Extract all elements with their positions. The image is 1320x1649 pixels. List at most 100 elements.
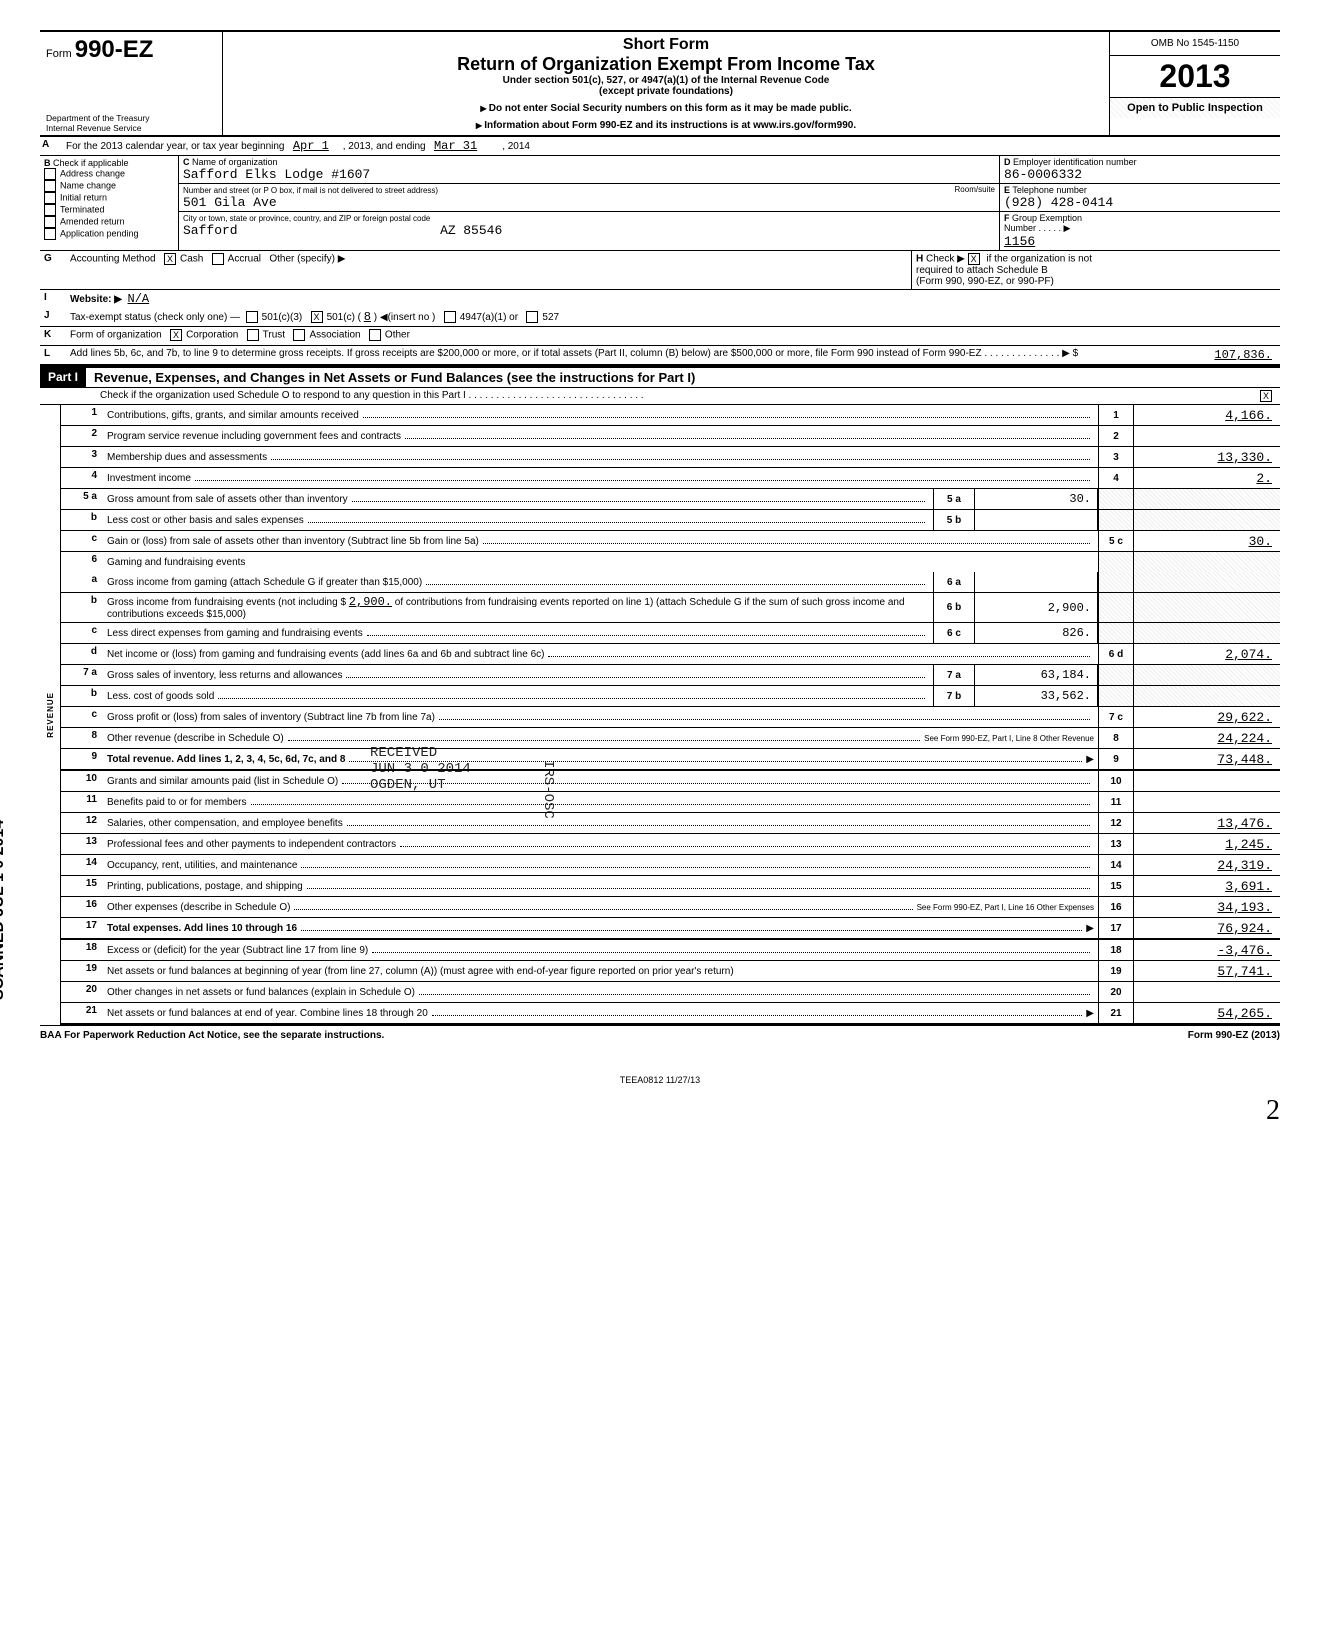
line-7b-endvalshade <box>1133 686 1280 706</box>
line-k-label: K <box>40 327 66 345</box>
scanned-stamp: SCANNED JUL 1 0 2014 <box>0 820 8 1000</box>
gross-receipts: 107,836. <box>1134 346 1280 364</box>
line-7c-num: c <box>61 707 103 727</box>
title-short-form: Short Form <box>231 36 1101 54</box>
line-1-value: 4,166. <box>1133 405 1280 425</box>
chk-address-change[interactable] <box>44 168 56 180</box>
line-10-desc: Grants and similar amounts paid (list in… <box>107 776 338 787</box>
line-9-num: 9 <box>61 749 103 769</box>
header-right: OMB No 1545-1150 2013 Open to Public Ins… <box>1109 32 1280 135</box>
chk-terminated[interactable] <box>44 204 56 216</box>
chk-4947[interactable] <box>444 311 456 323</box>
line-2-value <box>1133 426 1280 446</box>
chk-schedule-b[interactable]: X <box>968 253 980 265</box>
line-9-value: 73,448. <box>1133 749 1280 769</box>
line-10-num: 10 <box>61 771 103 791</box>
line-15: 15 Printing, publications, postage, and … <box>61 876 1280 897</box>
note-ssn: Do not enter Social Security numbers on … <box>231 103 1101 114</box>
line-14: 14 Occupancy, rent, utilities, and maint… <box>61 855 1280 876</box>
line-20-num: 20 <box>61 982 103 1002</box>
line-5a-midval: 30. <box>975 489 1098 509</box>
line-11-value <box>1133 792 1280 812</box>
boxes-d-e-f: D Employer identification number 86-0006… <box>1000 156 1280 250</box>
line-7c-value: 29,622. <box>1133 707 1280 727</box>
line-6-endvalshade <box>1133 552 1280 572</box>
line-19-num: 19 <box>61 961 103 981</box>
line-7b-desc: Less. cost of goods sold <box>107 691 214 702</box>
line-7b-num: b <box>61 686 103 706</box>
line-1-endnum: 1 <box>1098 405 1133 425</box>
tax-year-end: Mar 31 <box>434 139 477 153</box>
page-initial: 2 <box>40 1095 1280 1127</box>
line-h-text4: (Form 990, 990-EZ, or 990-PF) <box>916 276 1054 287</box>
line-5b-mid: 5 b <box>933 510 975 530</box>
line-5a-num: 5 a <box>61 489 103 509</box>
line-j-label: J <box>40 308 66 326</box>
box-e-label: E <box>1004 185 1010 195</box>
accounting-method-label: Accounting Method <box>70 254 156 265</box>
line-18: 18 Excess or (deficit) for the year (Sub… <box>61 940 1280 961</box>
line-l-label: L <box>40 346 66 364</box>
subtitle-1: Under section 501(c), 527, or 4947(a)(1)… <box>231 75 1101 86</box>
city-value: Safford <box>183 223 238 238</box>
box-d-label: D <box>1004 157 1011 167</box>
lbl-501c: 501(c) ( <box>327 312 361 323</box>
line-9: 9 Total revenue. Add lines 1, 2, 3, 4, 5… <box>61 749 1280 771</box>
chk-corporation[interactable]: X <box>170 329 182 341</box>
lbl-4947: 4947(a)(1) or <box>460 312 518 323</box>
line-l-text: Add lines 5b, 6c, and 7b, to line 9 to d… <box>66 346 1134 364</box>
line-17-desc: Total expenses. Add lines 10 through 16 <box>107 923 297 934</box>
line-14-endnum: 14 <box>1098 855 1133 875</box>
line-5b-desc: Less cost or other basis and sales expen… <box>107 515 304 526</box>
line-l: L Add lines 5b, 6c, and 7b, to line 9 to… <box>40 346 1280 366</box>
chk-cash[interactable]: X <box>164 253 176 265</box>
line-3-endnum: 3 <box>1098 447 1133 467</box>
line-6c-endvalshade <box>1133 623 1280 643</box>
line-6: 6 Gaming and fundraising events <box>61 552 1280 572</box>
line-6a-desc: Gross income from gaming (attach Schedul… <box>107 577 422 588</box>
line-20-desc: Other changes in net assets or fund bala… <box>107 987 415 998</box>
line-7b-mid: 7 b <box>933 686 975 706</box>
line-7a-endvalshade <box>1133 665 1280 685</box>
line-h-text3: required to attach Schedule B <box>916 265 1048 276</box>
zip-value: 85546 <box>463 223 502 238</box>
line-6d-num: d <box>61 644 103 664</box>
line-4: 4 Investment income 4 2. <box>61 468 1280 489</box>
footer: BAA For Paperwork Reduction Act Notice, … <box>40 1025 1280 1045</box>
line-12-endnum: 12 <box>1098 813 1133 833</box>
chk-527[interactable] <box>526 311 538 323</box>
chk-initial-return[interactable] <box>44 192 56 204</box>
chk-other-form[interactable] <box>369 329 381 341</box>
city-label: City or town, state or province, country… <box>183 214 430 223</box>
title-return: Return of Organization Exempt From Incom… <box>231 54 1101 75</box>
line-21: 21 Net assets or fund balances at end of… <box>61 1003 1280 1025</box>
chk-trust[interactable] <box>247 329 259 341</box>
line-6a-mid: 6 a <box>933 572 975 592</box>
chk-pending[interactable] <box>44 228 56 240</box>
line-17: 17 Total expenses. Add lines 10 through … <box>61 918 1280 940</box>
line-5a-endshade <box>1098 489 1133 509</box>
line-21-num: 21 <box>61 1003 103 1023</box>
line-6a-endvalshade <box>1133 572 1280 592</box>
chk-amended[interactable] <box>44 216 56 228</box>
line-10-value <box>1133 771 1280 791</box>
line-4-endnum: 4 <box>1098 468 1133 488</box>
chk-association[interactable] <box>293 329 305 341</box>
chk-accrual[interactable] <box>212 253 224 265</box>
line-5c: c Gain or (loss) from sale of assets oth… <box>61 531 1280 552</box>
chk-schedule-o[interactable]: X <box>1260 390 1272 402</box>
line-6-num: 6 <box>61 552 103 572</box>
chk-501c3[interactable] <box>246 311 258 323</box>
line-5b-num: b <box>61 510 103 530</box>
line-6b-amount: 2,900. <box>349 595 392 609</box>
lbl-terminated: Terminated <box>60 204 105 214</box>
line-6b-num: b <box>61 593 103 622</box>
chk-501c[interactable]: X <box>311 311 323 323</box>
line-5a-endvalshade <box>1133 489 1280 509</box>
line-6-endshade <box>1098 552 1133 572</box>
chk-name-change[interactable] <box>44 180 56 192</box>
line-7c: c Gross profit or (loss) from sales of i… <box>61 707 1280 728</box>
line-21-desc: Net assets or fund balances at end of ye… <box>107 1008 428 1019</box>
line-6c-num: c <box>61 623 103 643</box>
footer-mid: TEEA0812 11/27/13 <box>40 1075 1280 1085</box>
